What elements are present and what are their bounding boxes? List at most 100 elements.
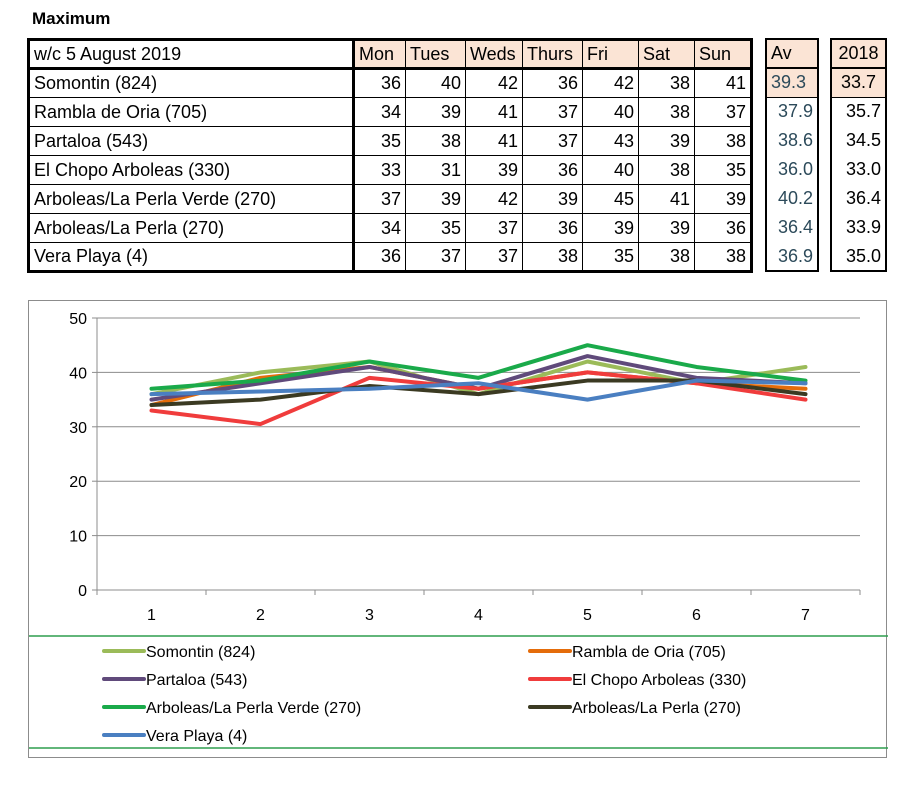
temperature-cell: 39: [638, 126, 695, 156]
series-line: [149, 370, 808, 427]
temperature-cell: 37: [522, 126, 583, 156]
average-cell: 37.9: [765, 96, 819, 127]
temperature-cell: 40: [405, 67, 466, 98]
year-2018-cell: 36.4: [830, 183, 887, 214]
temperature-cell: 36: [522, 155, 583, 185]
average-column: Av 39.3 37.9 38.6 36.0 40.2 36.4 36.9: [765, 38, 819, 272]
year-2018-column: 2018 33.7 35.7 34.5 33.0 36.4 33.9 35.0: [830, 38, 887, 272]
station-name: Vera Playa (4): [27, 242, 355, 273]
x-tick-label: 1: [147, 607, 156, 624]
station-name: Rambla de Oria (705): [27, 97, 355, 127]
year-2018-cell: 33.9: [830, 212, 887, 243]
temperature-cell: 42: [582, 67, 639, 98]
temperature-cell: 40: [582, 155, 639, 185]
year-2018-cell: 34.5: [830, 125, 887, 156]
x-tick-label: 2: [256, 607, 265, 624]
temperature-cell: 41: [465, 97, 523, 127]
temperature-cell: 38: [638, 97, 695, 127]
temperature-cell: 36: [522, 67, 583, 98]
temperature-cell: 36: [522, 213, 583, 243]
year-2018-cell: 35.7: [830, 96, 887, 127]
table-row: El Chopo Arboleas (330) 33 31 39 36 40 38 35: [27, 155, 753, 185]
y-tick-label: 10: [69, 529, 87, 546]
station-name: Arboleas/La Perla Verde (270): [27, 184, 355, 214]
temperature-cell: 37: [522, 97, 583, 127]
temperature-cell: 38: [694, 242, 753, 273]
temperature-cell: 37: [353, 184, 406, 214]
temperature-cell: 45: [582, 184, 639, 214]
x-tick-label: 7: [801, 607, 810, 624]
temperature-cell: 39: [582, 213, 639, 243]
legend-label: Arboleas/La Perla Verde (270): [146, 700, 361, 717]
x-tick-label: 5: [583, 607, 592, 624]
day-header: Fri: [582, 38, 639, 70]
temperature-cell: 36: [353, 67, 406, 98]
table-row: Somontin (824) 36 40 42 36 42 38 41: [27, 67, 753, 98]
temperature-cell: 36: [353, 242, 406, 273]
table-row: Arboleas/La Perla (270) 34 35 37 36 39 39 36: [27, 213, 753, 243]
temperature-cell: 41: [694, 67, 753, 98]
temperature-cell: 37: [405, 242, 466, 273]
temperature-cell: 41: [638, 184, 695, 214]
y-tick-label: 20: [69, 474, 87, 491]
average-cell: 40.2: [765, 183, 819, 214]
legend-label: Rambla de Oria (705): [572, 644, 726, 661]
temperature-cell: 38: [522, 242, 583, 273]
temperature-cell: 37: [465, 213, 523, 243]
x-tick-label: 3: [365, 607, 374, 624]
table-row: Rambla de Oria (705) 34 39 41 37 40 38 37: [27, 97, 753, 127]
table-row: Partaloa (543) 35 38 41 37 43 39 38: [27, 126, 753, 156]
temperature-cell: 42: [465, 67, 523, 98]
temperature-cell: 35: [353, 126, 406, 156]
temperature-cell: 36: [694, 213, 753, 243]
y-tick-label: 50: [69, 311, 87, 328]
temperature-cell: 34: [353, 213, 406, 243]
table-header-row: w/c 5 August 2019 Mon Tues Weds Thurs Fr…: [27, 38, 753, 70]
average-cell: 38.6: [765, 125, 819, 156]
temperature-cell: 31: [405, 155, 466, 185]
series-line: [149, 378, 808, 402]
day-header: Mon: [353, 38, 406, 70]
temperature-cell: 39: [405, 184, 466, 214]
temperature-cell: 35: [405, 213, 466, 243]
day-header: Sun: [694, 38, 753, 70]
average-cell: 36.4: [765, 212, 819, 243]
y-tick-label: 40: [69, 365, 87, 382]
temperature-cell: 41: [465, 126, 523, 156]
temperature-cell: 35: [694, 155, 753, 185]
legend-label: Vera Playa (4): [146, 728, 247, 745]
average-cell: 36.0: [765, 154, 819, 185]
year-2018-cell: 33.7: [830, 67, 887, 98]
temperature-cell: 39: [522, 184, 583, 214]
year-2018-header: 2018: [830, 38, 887, 69]
line-chart: 0 10 20 30 40 50 1 2 3 4 5 6 7 Somontin (824) Rambla d…: [29, 311, 888, 749]
temperature-cell: 34: [353, 97, 406, 127]
legend-label: Arboleas/La Perla (270): [572, 700, 741, 717]
table-row: Arboleas/La Perla Verde (270) 37 39 42 39 45 4…: [27, 184, 753, 214]
temperature-cell: 37: [465, 242, 523, 273]
temperature-cell: 43: [582, 126, 639, 156]
legend-label: El Chopo Arboleas (330): [572, 672, 746, 689]
temperature-cell: 39: [465, 155, 523, 185]
temperature-cell: 37: [694, 97, 753, 127]
y-tick-label: 0: [78, 583, 87, 600]
day-header: Thurs: [522, 38, 583, 70]
day-header: Tues: [405, 38, 466, 70]
year-2018-cell: 33.0: [830, 154, 887, 185]
day-header: Sat: [638, 38, 695, 70]
legend-label: Partaloa (543): [146, 672, 247, 689]
series-line: [149, 343, 808, 391]
year-2018-cell: 35.0: [830, 241, 887, 272]
legend-label: Somontin (824): [146, 644, 255, 661]
chart-area: 0 10 20 30 40 50 1 2 3 4 5 6 7 Somontin (824) Rambla d…: [28, 300, 888, 758]
temperature-cell: 38: [694, 126, 753, 156]
day-header: Weds: [465, 38, 523, 70]
temperature-table: w/c 5 August 2019 Mon Tues Weds Thurs Fr…: [27, 38, 753, 273]
temperature-cell: 40: [582, 97, 639, 127]
temperature-cell: 35: [582, 242, 639, 273]
station-name: Partaloa (543): [27, 126, 355, 156]
table-row: Vera Playa (4) 36 37 37 38 35 38 38: [27, 242, 753, 273]
y-tick-label: 30: [69, 420, 87, 437]
station-name: Arboleas/La Perla (270): [27, 213, 355, 243]
station-name: Somontin (824): [27, 67, 355, 98]
